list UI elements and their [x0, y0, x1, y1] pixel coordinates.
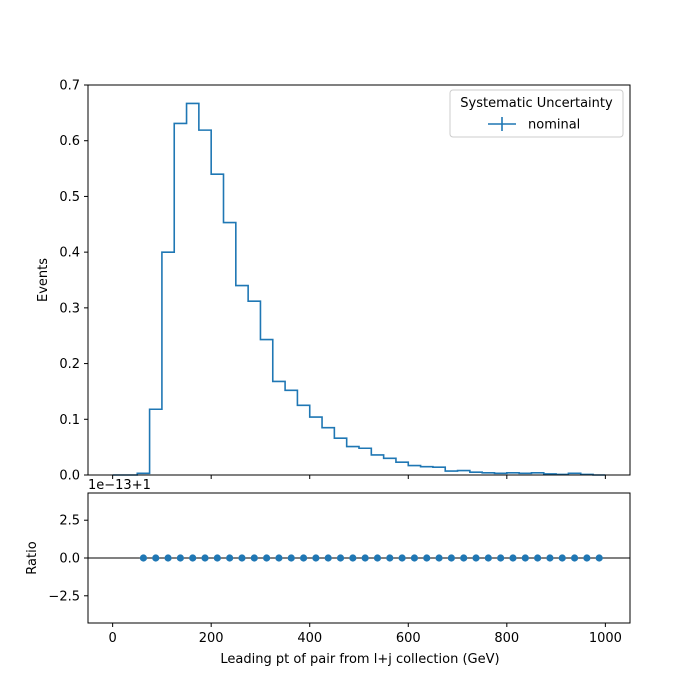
- legend-entry-nominal: nominal: [528, 118, 580, 133]
- main-y-tick-label: 0.5: [59, 190, 80, 205]
- ratio-point: [410, 554, 419, 562]
- ratio-point: [226, 554, 234, 562]
- ratio-x-tick-label: 800: [494, 631, 519, 646]
- ratio-point: [558, 554, 566, 562]
- main-y-tick-label: 0.2: [59, 357, 80, 372]
- ratio-x-tick-label: 200: [199, 631, 224, 646]
- ratio-point: [189, 554, 197, 562]
- ratio-point: [521, 554, 529, 562]
- ratio-y-axis-label: Ratio: [25, 541, 40, 574]
- ratio-point: [583, 554, 591, 562]
- ratio-point: [201, 554, 209, 562]
- ratio-point: [595, 554, 603, 562]
- ratio-point: [263, 554, 271, 562]
- ratio-point: [361, 554, 369, 562]
- ratio-y-tick-label: 0.0: [59, 552, 80, 567]
- main-y-axis-label: Events: [36, 258, 51, 302]
- ratio-point: [534, 554, 542, 562]
- main-panel: 0.0 0.1 0.2 0.3 0.4 0.5 0.6 0.7 Events Systematic…: [36, 79, 631, 484]
- ratio-point: [336, 554, 345, 562]
- histogram-line-nominal: [112, 102, 606, 476]
- legend-box: [449, 89, 624, 138]
- ratio-point: [386, 554, 394, 562]
- ratio-point: [497, 554, 505, 562]
- legend-title: Systematic Uncertainty: [460, 96, 613, 111]
- ratio-point: [570, 554, 579, 562]
- main-y-tick-label: 0.4: [59, 246, 80, 261]
- ratio-point: [349, 554, 357, 562]
- ratio-point: [373, 554, 382, 562]
- ratio-point: [152, 554, 160, 562]
- ratio-point: [484, 554, 492, 562]
- ratio-point: [238, 554, 246, 562]
- ratio-point: [509, 554, 517, 562]
- ratio-point: [324, 554, 332, 562]
- ratio-point: [312, 554, 320, 562]
- ratio-point: [213, 554, 221, 562]
- main-plot-frame: [87, 84, 631, 476]
- ratio-point: [287, 554, 295, 562]
- ratio-point: [139, 554, 148, 562]
- ratio-point: [423, 554, 431, 562]
- ratio-point: [447, 554, 455, 562]
- ratio-point: [299, 554, 308, 562]
- main-y-tick-label: 0.6: [59, 134, 80, 149]
- ratio-x-tick-label: 1000: [589, 631, 622, 646]
- ratio-x-tick-label: 400: [297, 631, 322, 646]
- ratio-panel: −2.5 0.0 2.5 0 200 400 600 800 1000 1e−13+1 Ratio L…: [25, 478, 631, 667]
- ratio-point: [546, 554, 554, 562]
- main-y-tick-label: 0.3: [59, 301, 80, 316]
- ratio-x-tick-label: 600: [396, 631, 421, 646]
- x-axis-label: Leading pt of pair from l+j collection (…: [220, 652, 499, 667]
- ratio-point: [164, 554, 172, 562]
- main-y-tick-label: 0.0: [59, 469, 80, 484]
- main-y-tick-label: 0.1: [59, 413, 80, 428]
- ratio-point: [435, 554, 443, 562]
- ratio-point: [250, 554, 258, 562]
- ratio-x-tick-label: 0: [108, 631, 116, 646]
- ratio-y-tick-label: 2.5: [59, 514, 80, 529]
- ratio-point: [176, 554, 184, 562]
- ratio-point: [472, 554, 480, 562]
- ratio-point: [398, 554, 406, 562]
- ratio-point: [460, 554, 468, 562]
- main-y-tick-label: 0.7: [59, 79, 80, 94]
- ratio-y-tick-label: −2.5: [48, 589, 80, 604]
- ratio-point: [275, 554, 283, 562]
- ratio-offset-label: 1e−13+1: [88, 478, 151, 493]
